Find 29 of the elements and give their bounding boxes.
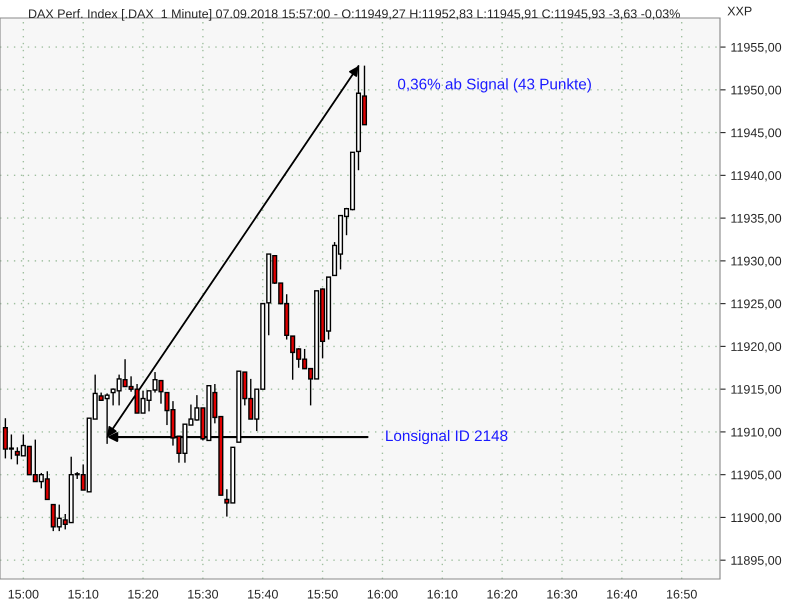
x-tick-label: 15:00 (8, 590, 38, 599)
x-tick-label: 16:10 (428, 590, 458, 599)
y-axis-title: XXP (727, 6, 752, 16)
x-tick-label: 16:50 (667, 590, 697, 599)
y-tick-label: 11905,00 (731, 470, 782, 481)
y-tick-label: 11945,00 (731, 128, 782, 139)
y-tick-label: 11910,00 (731, 428, 782, 438)
x-tick-label: 16:40 (607, 590, 638, 599)
x-tick-label: 15:10 (68, 590, 98, 599)
x-tick-label: 15:50 (308, 590, 338, 599)
y-tick-label: 11950,00 (731, 86, 782, 96)
y-tick-label: 11920,00 (731, 342, 782, 353)
y-tick-label: 11935,00 (731, 214, 782, 224)
y-tick-label: 11895,00 (731, 556, 782, 566)
x-tick-label: 15:20 (128, 590, 158, 599)
y-tick-label: 11930,00 (731, 256, 782, 267)
y-tick-label: 11940,00 (731, 171, 782, 182)
x-tick-label: 16:00 (368, 590, 398, 599)
annotation: 0,36% ab Signal (43 Punkte) (398, 78, 591, 92)
y-tick-label: 11915,00 (731, 384, 782, 396)
x-tick-label: 15:40 (248, 590, 278, 599)
y-tick-label: 11925,00 (731, 299, 782, 310)
y-tick-label: 11955,00 (731, 42, 782, 54)
chart-title: DAX Perf. Index [.DAX 1 Minute] 07.09.2018 15:57:00 - O:11949,27 H:11952,83 L:11945,91 C:11945,93 -3,63 -0,03% (29, 9, 680, 21)
x-tick-label: 16:30 (547, 590, 578, 599)
x-tick-label: 15:30 (188, 590, 218, 599)
x-tick-label: 16:20 (487, 590, 518, 599)
y-tick-label: 11900,00 (731, 513, 782, 524)
annotation: Lonsignal ID 2148 (386, 430, 508, 444)
